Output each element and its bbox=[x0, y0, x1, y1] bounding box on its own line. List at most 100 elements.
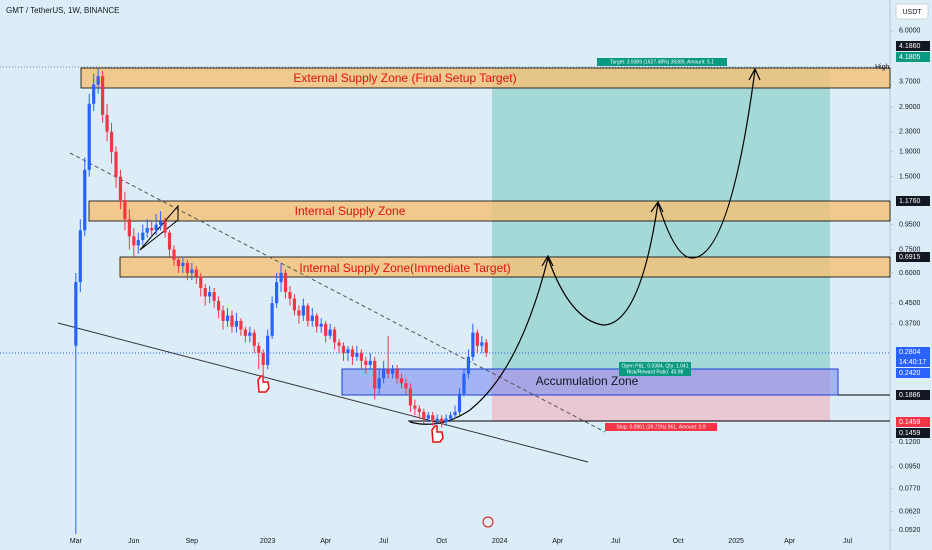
price-label: 0.6915 bbox=[899, 254, 921, 261]
zone-label: External Supply Zone (Final Setup Target… bbox=[293, 71, 516, 85]
candle-body bbox=[346, 349, 350, 354]
candle-body bbox=[234, 320, 239, 327]
candle-body bbox=[159, 221, 163, 225]
x-tick-label: Apr bbox=[552, 538, 564, 545]
price-label: 0.2804 bbox=[899, 349, 921, 356]
y-tick-label: 0.3700 bbox=[899, 321, 921, 328]
candle-body bbox=[248, 332, 252, 336]
candle-body bbox=[87, 103, 91, 170]
candle-body bbox=[150, 228, 154, 231]
price-label: 14:40:17 bbox=[899, 359, 926, 366]
candle-body bbox=[78, 230, 82, 283]
candle-body bbox=[315, 315, 319, 327]
candle-body bbox=[390, 369, 395, 374]
candle-body bbox=[283, 272, 288, 293]
candle-body bbox=[252, 332, 256, 346]
x-tick-label: 2023 bbox=[260, 538, 276, 545]
stop-label: Stop: 0.0961 (39.71%) 961, Amount: 0.9 bbox=[616, 424, 705, 430]
candle-body bbox=[118, 176, 123, 201]
price-label: 0.1459 bbox=[899, 419, 921, 426]
candle-body bbox=[408, 388, 413, 406]
candle-body bbox=[310, 315, 314, 321]
x-tick-label: Apr bbox=[320, 538, 332, 545]
candle-body bbox=[404, 383, 408, 389]
candle-body bbox=[306, 305, 310, 321]
candle-body bbox=[105, 114, 109, 132]
y-tick-label: 0.7500 bbox=[899, 246, 921, 253]
candle-body bbox=[274, 282, 279, 304]
candle-body bbox=[101, 76, 105, 115]
candle-body bbox=[261, 353, 265, 365]
candle-body bbox=[341, 345, 346, 354]
candle-body bbox=[185, 262, 189, 273]
y-tick-label: 2.9000 bbox=[899, 104, 921, 111]
price-label-box bbox=[896, 252, 930, 262]
trend-line bbox=[69, 152, 606, 433]
candle-body bbox=[301, 305, 305, 316]
candle-body bbox=[435, 418, 439, 421]
candle-body bbox=[444, 418, 448, 423]
accumulation-zone-box bbox=[341, 368, 839, 396]
candle-body bbox=[225, 315, 230, 321]
candle-body bbox=[141, 232, 145, 241]
price-label-box bbox=[896, 357, 930, 367]
candle-body bbox=[190, 269, 194, 273]
candle-body bbox=[74, 282, 78, 346]
candle-body bbox=[279, 272, 283, 283]
rr-label: Risk/Reward Ratio: 40.98 bbox=[627, 369, 684, 375]
currency-box[interactable] bbox=[895, 3, 929, 20]
candle-body bbox=[457, 393, 462, 412]
y-tick-label: 0.4500 bbox=[899, 300, 921, 307]
candle-body bbox=[399, 378, 404, 384]
price-label-box bbox=[896, 417, 930, 427]
candle-body bbox=[355, 353, 359, 357]
candle-body bbox=[431, 415, 435, 421]
price-label-box bbox=[896, 368, 930, 378]
candle-body bbox=[386, 369, 390, 374]
y-tick-label: 0.6000 bbox=[899, 270, 921, 277]
candle-body bbox=[377, 378, 381, 389]
candle-body bbox=[440, 418, 444, 423]
projection-path bbox=[409, 69, 756, 425]
y-tick-label: 1.5000 bbox=[899, 173, 921, 180]
price-label: High bbox=[875, 64, 890, 71]
y-tick-label: 1.9000 bbox=[899, 149, 921, 156]
pnl-box bbox=[619, 362, 691, 376]
y-tick-label: 0.9500 bbox=[899, 221, 921, 228]
candle-body bbox=[199, 276, 203, 288]
candle-body bbox=[471, 332, 475, 357]
candle-body bbox=[216, 300, 221, 311]
zone-label: Accumulation Zone bbox=[536, 374, 639, 388]
candle-body bbox=[462, 373, 466, 394]
candle-body bbox=[154, 224, 158, 231]
hand-icon bbox=[257, 375, 270, 393]
target-label: Target: 3.9389 (1627.48%) 39389, Amount:… bbox=[610, 59, 714, 65]
candle-body bbox=[145, 228, 149, 233]
candle-body bbox=[257, 345, 261, 354]
candle-body bbox=[453, 411, 457, 416]
candle-body bbox=[324, 323, 328, 336]
candle-body bbox=[212, 292, 216, 301]
candle-body bbox=[176, 259, 181, 267]
price-label: 0.1886 bbox=[899, 392, 921, 399]
candle-body bbox=[109, 131, 114, 152]
y-tick-label: 6.0000 bbox=[899, 28, 921, 35]
candle-body bbox=[230, 315, 234, 327]
candle-body bbox=[127, 219, 131, 237]
candle-body bbox=[288, 292, 292, 299]
candle-body bbox=[114, 151, 118, 177]
candle-body bbox=[167, 232, 172, 250]
candle-body bbox=[382, 369, 386, 379]
candle-body bbox=[395, 369, 399, 379]
candle-body bbox=[208, 292, 212, 297]
x-tick-label: Sep bbox=[186, 538, 199, 545]
price-label: 1.1760 bbox=[899, 198, 921, 205]
x-tick-label: Mar bbox=[70, 538, 83, 545]
y-tick-label: 2.3000 bbox=[899, 129, 921, 136]
candle-body bbox=[83, 169, 87, 231]
candle-body bbox=[319, 323, 323, 327]
candle-body bbox=[181, 262, 185, 267]
support-line bbox=[57, 322, 589, 463]
price-label: 0.2420 bbox=[899, 370, 921, 377]
